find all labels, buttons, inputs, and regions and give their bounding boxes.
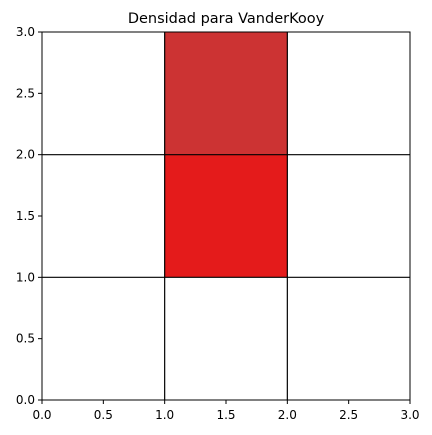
x-tick-label: 2.0 [278, 408, 297, 422]
x-tick-label: 1.5 [216, 408, 235, 422]
y-tick-label: 0.0 [16, 393, 35, 407]
y-tick-label: 1.5 [16, 209, 35, 223]
y-tick-label: 1.0 [16, 270, 35, 284]
y-tick-label: 2.0 [16, 148, 35, 162]
x-tick-label: 3.0 [400, 408, 419, 422]
x-tick-label: 0.5 [94, 408, 113, 422]
y-tick-label: 2.5 [16, 86, 35, 100]
heatmap-cell-0 [164, 154, 288, 278]
plot-area: 0.0 0.5 1.0 1.5 2.0 2.5 3.0 0.0 0.5 1.0 1.5 2.0 2.5 3… [16, 25, 420, 422]
heatmap-cell-1 [164, 32, 288, 155]
y-tick-label: 0.5 [16, 332, 35, 346]
x-tick-label: 0.0 [32, 408, 51, 422]
y-tick-label: 3.0 [16, 25, 35, 39]
x-tick-label: 1.0 [155, 408, 174, 422]
chart-title: Densidad para VanderKooy [128, 11, 325, 27]
x-tick-label: 2.5 [339, 408, 358, 422]
